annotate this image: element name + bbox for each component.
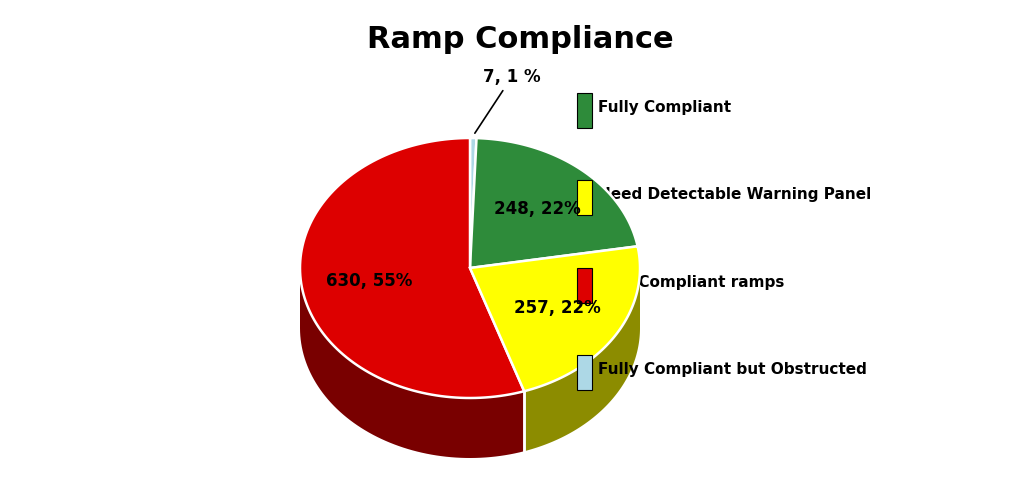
FancyBboxPatch shape	[577, 180, 591, 215]
Text: 7, 1 %: 7, 1 %	[475, 68, 540, 133]
Text: Non-Compliant ramps: Non-Compliant ramps	[597, 275, 784, 290]
Polygon shape	[470, 138, 637, 268]
FancyBboxPatch shape	[577, 355, 591, 390]
Text: 248, 22%: 248, 22%	[493, 200, 580, 218]
Polygon shape	[300, 138, 524, 398]
Text: Fully Compliant: Fully Compliant	[597, 100, 730, 115]
Text: 257, 22%: 257, 22%	[514, 299, 600, 317]
Text: 630, 55%: 630, 55%	[326, 272, 412, 289]
Polygon shape	[470, 138, 476, 268]
Text: Ramp Compliance: Ramp Compliance	[366, 25, 673, 54]
Text: Fully Compliant but Obstructed: Fully Compliant but Obstructed	[597, 362, 865, 378]
Polygon shape	[524, 268, 639, 451]
Polygon shape	[470, 246, 639, 391]
Text: Need Detectable Warning Panel: Need Detectable Warning Panel	[597, 188, 870, 202]
FancyBboxPatch shape	[577, 92, 591, 128]
FancyBboxPatch shape	[577, 268, 591, 302]
Polygon shape	[300, 268, 524, 458]
